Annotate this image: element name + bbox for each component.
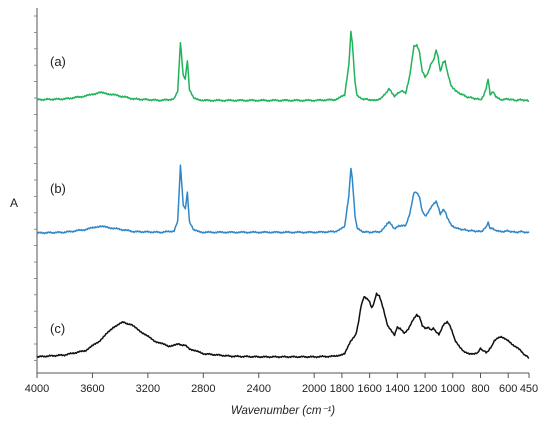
x-axis-title: Wavenumber (cm⁻¹) (231, 405, 335, 417)
x-tick-label: 1800 (330, 383, 354, 395)
series-group: (a) (b) (c) (36, 30, 530, 359)
series-line-b (36, 164, 530, 235)
series-label: (c) (50, 321, 65, 336)
y-axis-title: A (10, 196, 18, 210)
y-ticks (34, 15, 37, 361)
x-tick-label: 2000 (302, 383, 326, 395)
series-line-a (36, 30, 530, 103)
x-tick-label: 800 (471, 383, 489, 395)
x-tick-label: 3200 (136, 383, 160, 395)
x-tick-label: 1000 (441, 383, 465, 395)
x-tick-label: 4000 (25, 383, 49, 395)
x-tick-label: 1200 (413, 383, 437, 395)
series-line-c (36, 292, 530, 359)
series-label: (a) (50, 54, 66, 69)
x-ticks: 4000 3600 3200 2800 2400 2000 1600 1200 800 450 18… (25, 373, 538, 395)
x-tick-label: 2400 (247, 383, 271, 395)
x-tick-label: 2800 (191, 383, 215, 395)
x-tick-label: 600 (499, 383, 517, 395)
x-tick-label: 3600 (80, 383, 104, 395)
x-tick-label: 450 (520, 383, 538, 395)
x-tick-label: 1600 (357, 383, 381, 395)
x-tick-label: 1400 (385, 383, 409, 395)
series-label: (b) (50, 181, 66, 196)
